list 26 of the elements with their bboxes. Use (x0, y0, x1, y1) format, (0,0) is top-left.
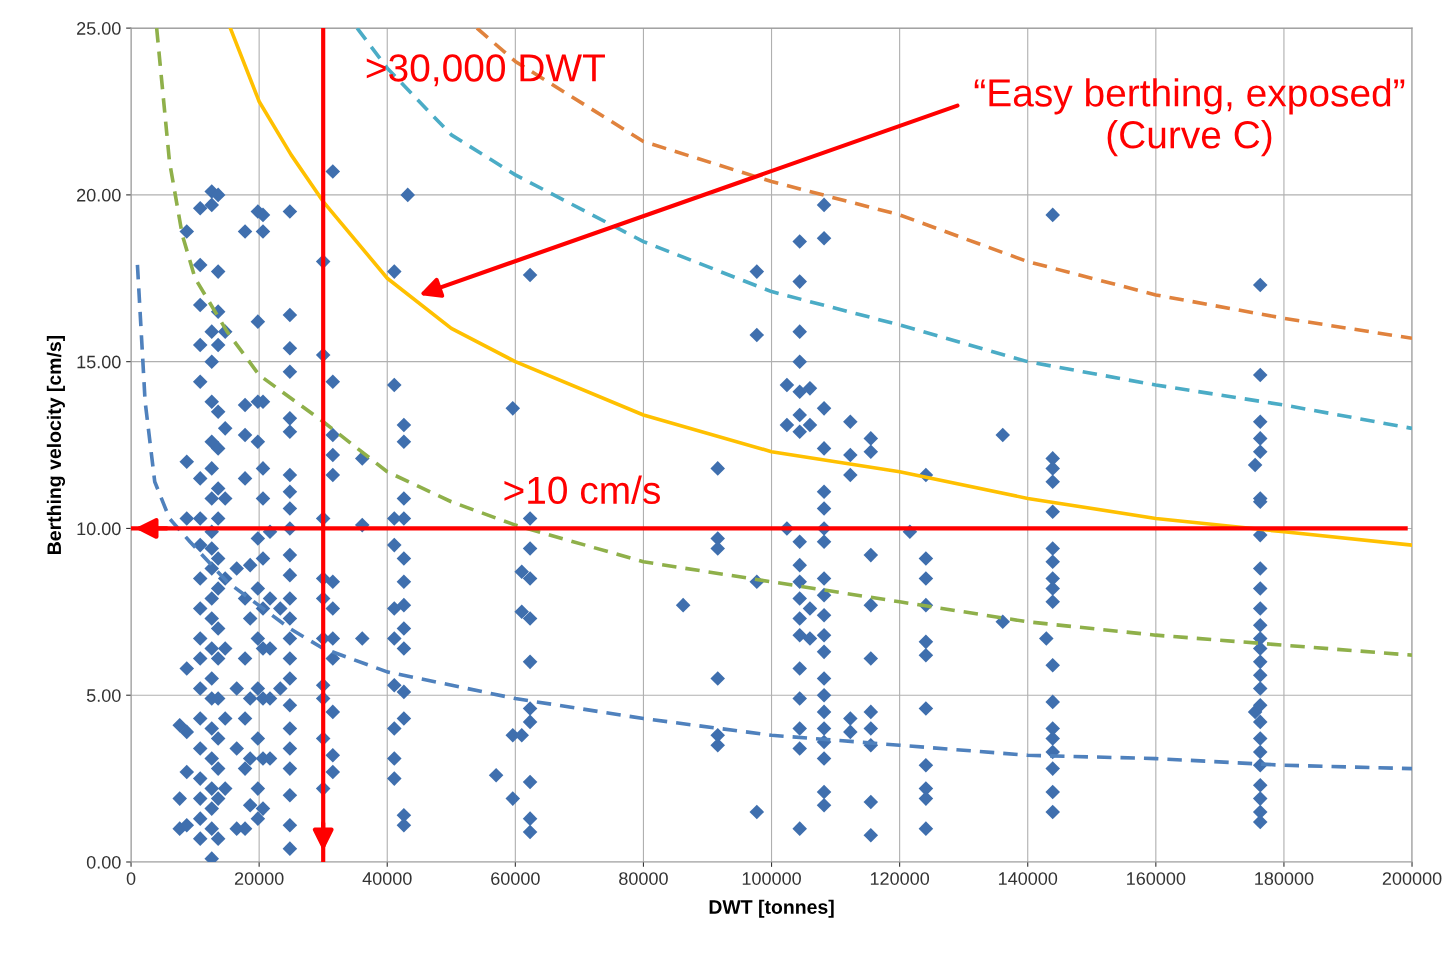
y-axis-title: Berthing velocity [cm/s] (46, 335, 66, 554)
line-series (228, 28, 1413, 547)
y-tick-label: 10.00 (77, 522, 121, 536)
x-tick-label: 0 (126, 872, 136, 885)
x-axis-title: DWT [tonnes] (709, 899, 834, 918)
x-tick-label: 80000 (619, 872, 668, 885)
x-tick-label: 140000 (998, 872, 1058, 885)
y-tick-label: 5.00 (86, 689, 121, 702)
x-tick-label: 100000 (742, 872, 801, 885)
x-tick-label: 60000 (491, 872, 540, 885)
x-tick-label: 180000 (1255, 872, 1314, 885)
x-tick-label: 20000 (234, 872, 284, 885)
ref-line-label: >30,000 DWT (366, 54, 605, 87)
x-tick-label: 40000 (362, 872, 412, 885)
y-tick-label: 15.00 (77, 355, 121, 369)
y-tick-label: 25.00 (77, 22, 121, 35)
line-series (154, 28, 1413, 657)
y-tick-label: 0.00 (86, 855, 121, 869)
annotation: “Easy berthing, exposed” (Curve C) (974, 78, 1405, 157)
x-tick-label: 120000 (870, 872, 930, 885)
line-series (355, 28, 1413, 431)
x-tick-label: 200000 (1382, 872, 1442, 885)
x-tick-label: 160000 (1127, 872, 1186, 885)
ref-line-label: >10 cm/s (504, 475, 660, 505)
line-series (135, 263, 1413, 771)
y-tick-label: 20.00 (77, 188, 121, 202)
